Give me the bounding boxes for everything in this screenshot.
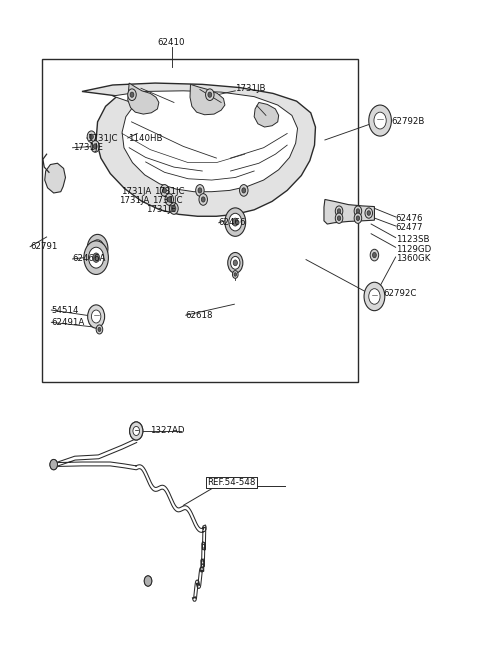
Circle shape	[240, 185, 248, 196]
Circle shape	[98, 328, 101, 331]
Circle shape	[133, 426, 140, 436]
Circle shape	[93, 144, 97, 149]
Polygon shape	[128, 83, 159, 114]
Text: 62618: 62618	[186, 310, 213, 320]
Circle shape	[337, 216, 341, 221]
Circle shape	[233, 260, 238, 266]
Circle shape	[87, 131, 96, 143]
Polygon shape	[82, 83, 315, 216]
Circle shape	[89, 134, 93, 140]
Text: 62410: 62410	[158, 39, 185, 47]
Text: 1731JC: 1731JC	[87, 134, 117, 143]
Circle shape	[91, 310, 101, 323]
Circle shape	[163, 188, 167, 193]
Text: 1731JE: 1731JE	[145, 205, 176, 214]
Circle shape	[208, 92, 212, 98]
Circle shape	[242, 188, 246, 193]
Text: 1731JC: 1731JC	[154, 187, 185, 196]
Circle shape	[356, 209, 360, 214]
Circle shape	[130, 422, 143, 440]
Circle shape	[96, 325, 103, 334]
Circle shape	[365, 208, 372, 218]
Circle shape	[354, 213, 362, 223]
Polygon shape	[254, 102, 279, 127]
Text: REF.54-548: REF.54-548	[207, 478, 255, 487]
Text: 62477: 62477	[396, 223, 423, 233]
Circle shape	[229, 214, 242, 231]
Circle shape	[234, 272, 237, 276]
Polygon shape	[190, 84, 225, 115]
Circle shape	[232, 218, 238, 226]
Polygon shape	[113, 91, 298, 192]
Circle shape	[170, 202, 178, 214]
Text: 62791: 62791	[30, 242, 58, 251]
Circle shape	[337, 209, 341, 214]
Circle shape	[128, 89, 136, 100]
Circle shape	[160, 185, 169, 196]
Circle shape	[225, 208, 246, 236]
Text: 62476: 62476	[396, 214, 423, 223]
Circle shape	[165, 194, 173, 205]
Circle shape	[369, 105, 391, 136]
Circle shape	[84, 241, 108, 274]
Text: 62466A: 62466A	[72, 254, 106, 263]
Circle shape	[367, 211, 371, 215]
Circle shape	[196, 185, 204, 196]
Text: 62792B: 62792B	[391, 117, 424, 126]
Circle shape	[201, 197, 205, 202]
Circle shape	[133, 426, 140, 436]
Text: 1129GD: 1129GD	[396, 245, 431, 253]
Circle shape	[87, 234, 108, 263]
Text: 1731JB: 1731JB	[235, 84, 266, 93]
Circle shape	[91, 240, 104, 257]
Text: REF.54-548: REF.54-548	[207, 478, 255, 487]
Circle shape	[335, 206, 343, 216]
Circle shape	[364, 282, 385, 310]
Text: 1327AD: 1327AD	[150, 426, 185, 436]
Circle shape	[88, 305, 105, 328]
Circle shape	[199, 194, 207, 205]
Circle shape	[50, 459, 58, 470]
Polygon shape	[324, 200, 374, 224]
Bar	[42, 59, 358, 383]
Text: 1731JC: 1731JC	[152, 196, 182, 205]
Circle shape	[369, 289, 380, 304]
Polygon shape	[45, 163, 65, 193]
Circle shape	[130, 92, 134, 98]
Circle shape	[95, 244, 100, 253]
Circle shape	[144, 576, 152, 586]
Text: 1140HB: 1140HB	[128, 134, 162, 143]
Circle shape	[356, 216, 360, 221]
Circle shape	[168, 197, 171, 202]
Circle shape	[50, 459, 58, 470]
Text: 62792C: 62792C	[384, 289, 417, 298]
Circle shape	[172, 206, 176, 211]
Circle shape	[144, 576, 152, 586]
Circle shape	[205, 89, 214, 100]
Circle shape	[88, 247, 104, 268]
Circle shape	[228, 252, 243, 273]
Circle shape	[91, 141, 99, 152]
Text: 1731JE: 1731JE	[72, 143, 103, 152]
Text: 62466: 62466	[219, 218, 246, 227]
Text: 54514: 54514	[51, 305, 79, 314]
Circle shape	[198, 188, 202, 193]
Circle shape	[374, 112, 386, 129]
Circle shape	[372, 252, 376, 257]
Circle shape	[335, 213, 343, 223]
Circle shape	[232, 271, 238, 278]
Text: 1360GK: 1360GK	[396, 254, 430, 263]
Text: 62491A: 62491A	[51, 318, 84, 327]
Circle shape	[93, 253, 99, 263]
Circle shape	[370, 250, 379, 261]
Text: 1731JA: 1731JA	[121, 187, 151, 196]
Text: 1731JA: 1731JA	[119, 196, 149, 205]
Text: 1123SB: 1123SB	[396, 235, 429, 244]
Circle shape	[130, 422, 143, 440]
Circle shape	[354, 206, 362, 216]
Circle shape	[230, 256, 240, 269]
